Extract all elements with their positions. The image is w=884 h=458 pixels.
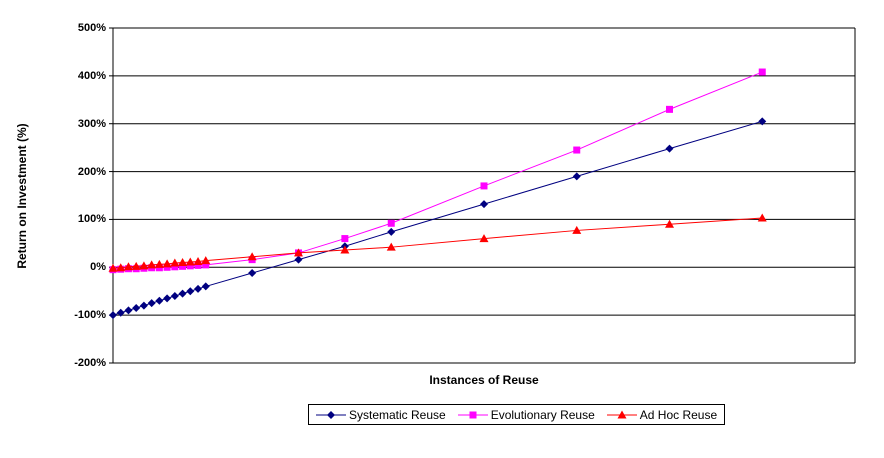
y-tick-label: -100% xyxy=(74,309,106,322)
legend-label: Evolutionary Reuse xyxy=(490,407,595,422)
y-tick-label: -200% xyxy=(74,357,106,369)
diamond-marker-icon xyxy=(665,144,674,153)
square-marker-icon xyxy=(186,262,194,270)
diamond-marker-icon xyxy=(124,306,133,315)
triangle-marker-icon xyxy=(147,260,157,269)
square-marker-icon xyxy=(387,219,395,227)
diamond-marker-icon xyxy=(201,282,210,291)
diamond-marker-icon xyxy=(155,296,164,305)
y-tick-label: 200% xyxy=(77,165,106,178)
triangle-marker-icon xyxy=(154,259,164,268)
legend-item-systematic-reuse: Systematic Reuse xyxy=(316,408,446,422)
square-marker-icon xyxy=(573,146,581,154)
triangle-marker-icon xyxy=(123,262,133,271)
triangle-marker-icon xyxy=(201,256,211,265)
triangle-marker-icon xyxy=(617,410,627,418)
legend-label: Systematic Reuse xyxy=(349,407,446,422)
square-marker-icon xyxy=(171,263,179,271)
triangle-marker-icon xyxy=(572,225,582,234)
square-marker-icon xyxy=(202,261,210,269)
diamond-marker-icon xyxy=(163,294,172,303)
diamond-marker-icon xyxy=(139,301,148,310)
triangle-marker-icon xyxy=(162,259,172,268)
triangle-legend-swatch-icon xyxy=(606,410,637,418)
diamond-marker-icon xyxy=(132,303,141,312)
square-marker-icon xyxy=(480,182,488,190)
triangle-marker-icon xyxy=(294,248,303,257)
diamond-marker-icon xyxy=(109,311,117,320)
diamond-marker-icon xyxy=(294,255,303,264)
triangle-marker-icon xyxy=(386,242,396,251)
triangle-marker-icon xyxy=(340,245,350,254)
square-marker-icon xyxy=(469,411,477,418)
series-line xyxy=(112,217,763,269)
diamond-marker-icon xyxy=(116,308,125,317)
legend: Systematic Reuse Evolutionary Reuse Ad Hoc… xyxy=(308,404,726,425)
series-line xyxy=(112,71,763,271)
diamond-marker-icon xyxy=(178,289,187,298)
diamond-marker-icon xyxy=(194,284,203,293)
diamond-marker-icon xyxy=(480,200,488,209)
triangle-marker-icon xyxy=(479,234,489,243)
triangle-marker-icon xyxy=(170,258,180,267)
triangle-marker-icon xyxy=(139,261,149,270)
square-marker-icon xyxy=(341,235,349,243)
square-marker-icon xyxy=(194,261,202,269)
legend-item-evolutionary-reuse: Evolutionary Reuse xyxy=(457,407,595,422)
y-tick-label: 100% xyxy=(77,213,106,226)
diamond-marker-icon xyxy=(758,117,767,126)
diamond-marker-icon xyxy=(572,172,581,181)
diamond-legend-swatch-icon xyxy=(316,410,346,419)
triangle-marker-icon xyxy=(757,213,767,222)
triangle-marker-icon xyxy=(116,263,126,272)
legend-label: Ad Hoc Reuse xyxy=(639,407,718,422)
triangle-marker-icon xyxy=(108,263,118,272)
y-tick-label: 300% xyxy=(77,117,106,130)
series-line xyxy=(112,120,763,316)
y-tick-label: 400% xyxy=(77,69,106,82)
diamond-marker-icon xyxy=(147,299,156,308)
systematic-reuse-series xyxy=(109,117,767,320)
triangle-marker-icon xyxy=(185,257,195,266)
diamond-marker-icon xyxy=(186,287,195,296)
square-marker-icon xyxy=(666,105,673,113)
diamond-marker-icon xyxy=(248,269,257,278)
triangle-marker-icon xyxy=(178,258,188,266)
diamond-marker-icon xyxy=(387,227,396,236)
square-marker-icon xyxy=(179,262,187,270)
triangle-marker-icon xyxy=(131,261,141,270)
triangle-marker-icon xyxy=(247,252,257,261)
triangle-marker-icon xyxy=(193,257,203,266)
x-axis-title: Instances of Reuse xyxy=(429,373,539,387)
ad-hoc-reuse-series xyxy=(108,213,767,272)
y-tick-label: 0% xyxy=(90,261,106,274)
diamond-marker-icon xyxy=(170,292,179,300)
y-tick-label: 500% xyxy=(77,22,106,34)
y-axis-title: Return on Investment (%) xyxy=(15,123,29,269)
legend-item-ad-hoc-reuse: Ad Hoc Reuse xyxy=(606,407,718,422)
triangle-marker-icon xyxy=(665,219,674,228)
diamond-marker-icon xyxy=(327,410,335,419)
square-legend-swatch-icon xyxy=(457,411,488,418)
square-marker-icon xyxy=(758,68,766,76)
